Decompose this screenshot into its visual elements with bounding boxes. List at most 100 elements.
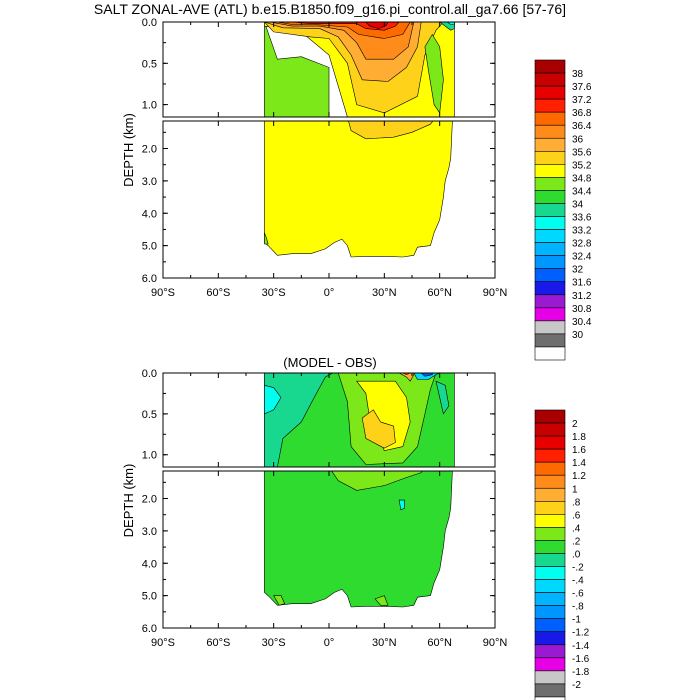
colorbar-label: -.6	[572, 589, 584, 600]
salt-panel: SALT ZONAL-AVE (ATL) b.e15.B1850.f09_g16…	[94, 1, 592, 361]
y-axis-label: DEPTH (km)	[121, 113, 136, 187]
x-tick-label: 60°S	[206, 637, 230, 649]
contour-region-lower	[374, 595, 389, 606]
colorbar-swatch	[534, 631, 566, 646]
colorbar-swatch	[534, 409, 566, 424]
colorbar-label: 1	[572, 484, 578, 495]
colorbar-label: -1.6	[572, 654, 590, 665]
contour-region-upper	[446, 22, 455, 25]
colorbar-label: 38	[572, 69, 584, 80]
colorbar-label: -1.8	[572, 667, 590, 678]
y-tick-label: 5.0	[142, 591, 157, 603]
colorbar-swatch	[534, 164, 566, 178]
colorbar-swatch	[534, 566, 566, 580]
contour-region-lower	[264, 471, 453, 608]
y-tick-label: 4.0	[142, 558, 157, 570]
colorbar-swatch	[534, 527, 566, 541]
chart-title: (MODEL - OBS)	[283, 355, 376, 370]
colorbar-label: 34.8	[572, 173, 592, 184]
y-tick-label: 5.0	[142, 241, 157, 253]
contour-region-upper	[365, 22, 389, 29]
y-tick-label: 6.0	[142, 623, 157, 635]
colorbar-swatch	[534, 242, 566, 256]
colorbar-label: 34.4	[572, 186, 592, 197]
colorbar-swatch	[534, 137, 566, 152]
colorbar-label: 36	[572, 134, 584, 145]
contour-region-upper	[361, 409, 396, 449]
colorbar-label: -.4	[572, 576, 584, 587]
colorbar-swatch	[534, 618, 566, 633]
x-tick-label: 30°N	[372, 287, 397, 299]
chart-title: SALT ZONAL-AVE (ATL) b.e15.B1850.f09_g16…	[94, 1, 566, 17]
colorbar-swatch	[534, 553, 566, 567]
colorbar-label: 32	[572, 265, 584, 276]
colorbar-swatch	[534, 72, 566, 87]
contour-region-upper	[435, 380, 450, 415]
contour-region-upper	[424, 33, 444, 114]
x-tick-label: 90°S	[151, 637, 175, 649]
contour-region-upper	[413, 373, 440, 380]
colorbar-swatch	[534, 151, 566, 165]
lower-field	[264, 471, 453, 608]
colorbar-swatch	[534, 59, 566, 74]
contour-region-lower	[348, 121, 434, 140]
colorbar-swatch	[534, 501, 566, 515]
colorbar-swatch	[534, 281, 566, 296]
colorbar-label: -2	[572, 680, 581, 691]
lower-field	[264, 121, 453, 258]
x-tick-label: 30°S	[262, 287, 286, 299]
colorbar-swatch	[534, 579, 566, 593]
colorbar-label: 2	[572, 419, 578, 430]
colorbar-label: 35.2	[572, 160, 592, 171]
colorbar-label: 33.6	[572, 213, 592, 224]
x-tick-label: 0°	[324, 287, 335, 299]
colorbar-label: 35.6	[572, 147, 592, 158]
colorbar-label: 30.8	[572, 304, 592, 315]
colorbar-swatch	[534, 592, 566, 606]
colorbar-swatch	[534, 98, 566, 113]
colorbar-label: 1.2	[572, 471, 586, 482]
colorbar-label: 32.8	[572, 239, 592, 250]
y-tick-label: 0.0	[142, 368, 157, 380]
colorbar-label: .4	[572, 523, 581, 534]
colorbar-swatch	[534, 644, 566, 659]
colorbar-swatch	[534, 216, 566, 230]
colorbar-swatch	[534, 670, 566, 685]
colorbar-label: 1.6	[572, 445, 586, 456]
y-tick-label: 0.5	[142, 58, 157, 70]
x-tick-label: 0°	[324, 637, 335, 649]
colorbar-label: 30.4	[572, 317, 592, 328]
colorbar-label: 30	[572, 330, 584, 341]
x-tick-label: 60°N	[427, 287, 452, 299]
colorbar-swatch	[534, 177, 566, 191]
colorbar-swatch	[534, 320, 566, 335]
y-tick-label: 6.0	[142, 273, 157, 285]
colorbar-swatch	[534, 203, 566, 217]
colorbar-label: 36.8	[572, 108, 592, 119]
contour-region-upper	[264, 22, 330, 117]
colorbar-label: 31.2	[572, 291, 592, 302]
y-tick-label: 3.0	[142, 526, 157, 538]
colorbar: 21.81.61.41.21.8.6.4.2.0-.2-.4-.6-.8-1-1…	[534, 409, 590, 700]
y-tick-label: 2.0	[142, 494, 157, 506]
x-tick-label: 30°S	[262, 637, 286, 649]
diff-panel: (MODEL - OBS)0.00.51.02.03.04.05.06.090°…	[121, 355, 590, 700]
x-tick-label: 30°N	[372, 637, 397, 649]
colorbar-label: .6	[572, 510, 581, 521]
y-axis-label: DEPTH (km)	[121, 464, 136, 538]
y-tick-label: 1.0	[142, 100, 157, 112]
colorbar-label: .0	[572, 549, 581, 560]
colorbar-label: 32.4	[572, 252, 592, 263]
colorbar-label: -1	[572, 615, 581, 626]
colorbar-swatch	[534, 683, 566, 698]
colorbar-label: 1.8	[572, 432, 586, 443]
colorbar-swatch	[534, 229, 566, 243]
colorbar-label: 37.6	[572, 82, 592, 93]
colorbar-swatch	[534, 435, 566, 450]
colorbar-label: -.8	[572, 602, 584, 613]
colorbar-label: -1.2	[572, 628, 590, 639]
x-tick-label: 60°N	[427, 637, 452, 649]
colorbar-label: 1.4	[572, 458, 586, 469]
colorbar-swatch	[534, 190, 566, 204]
colorbar-swatch	[534, 540, 566, 554]
